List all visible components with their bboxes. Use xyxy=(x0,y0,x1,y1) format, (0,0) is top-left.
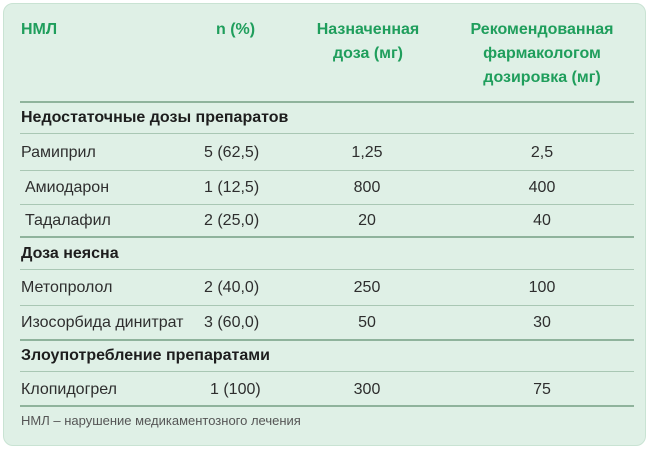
header-divider xyxy=(20,101,634,103)
prescribed-dose: 800 xyxy=(353,179,381,196)
recommended-dose: 30 xyxy=(533,314,551,331)
header-nml: НМЛ xyxy=(21,21,58,38)
drug-name: Клопидогрел xyxy=(21,381,118,398)
prescribed-dose: 50 xyxy=(358,314,376,331)
n-percent: 2 (25,0) xyxy=(204,212,260,229)
table-bottom-divider xyxy=(20,405,634,407)
section-title: Недостаточные дозы препаратов xyxy=(21,109,289,126)
recommended-dose: 400 xyxy=(528,179,556,196)
drug-name: Изосорбида динитрат xyxy=(21,314,184,331)
header-prescribed-dose-line2: доза (мг) xyxy=(333,45,403,62)
row-divider xyxy=(20,133,634,134)
header-recommended-line3: дозировка (мг) xyxy=(483,69,601,86)
n-percent: 1 (100) xyxy=(210,381,261,398)
recommended-dose: 40 xyxy=(533,212,551,229)
header-recommended-line1: Рекомендованная xyxy=(470,21,614,38)
recommended-dose: 100 xyxy=(528,279,556,296)
n-percent: 1 (12,5) xyxy=(204,179,260,196)
section-divider xyxy=(20,339,634,341)
prescribed-dose: 300 xyxy=(353,381,381,398)
n-percent: 5 (62,5) xyxy=(204,144,260,161)
section-divider xyxy=(20,236,634,238)
header-prescribed-dose: Назначенная доза (мг) xyxy=(298,18,438,66)
n-percent: 3 (60,0) xyxy=(204,314,260,331)
section-title: Доза неясна xyxy=(21,245,119,262)
drug-name: Рамиприл xyxy=(21,144,96,161)
drug-name: Амиодарон xyxy=(25,179,110,196)
header-prescribed-dose-line1: Назначенная xyxy=(316,21,420,38)
prescribed-dose: 1,25 xyxy=(351,144,383,161)
header-recommended-line2: фармакологом xyxy=(483,45,601,62)
row-divider xyxy=(20,170,634,171)
header-n-percent: n (%) xyxy=(216,21,256,38)
row-divider xyxy=(20,305,634,306)
prescribed-dose: 250 xyxy=(353,279,381,296)
drug-name: Метопролол xyxy=(21,279,113,296)
recommended-dose: 75 xyxy=(533,381,551,398)
header-recommended-dose: Рекомендованная фармакологом дозировка (… xyxy=(444,18,640,90)
row-divider xyxy=(20,204,634,205)
footnote: НМЛ – нарушение медикаментозного лечения xyxy=(21,413,301,428)
section-title: Злоупотребление препаратами xyxy=(21,347,270,364)
drug-name: Тадалафил xyxy=(25,212,111,229)
prescribed-dose: 20 xyxy=(358,212,376,229)
recommended-dose: 2,5 xyxy=(530,144,554,161)
n-percent: 2 (40,0) xyxy=(204,279,260,296)
row-divider xyxy=(20,371,634,372)
table-panel: НМЛ n (%) Назначенная доза (мг) Рекоменд… xyxy=(3,3,646,446)
row-divider xyxy=(20,269,634,270)
